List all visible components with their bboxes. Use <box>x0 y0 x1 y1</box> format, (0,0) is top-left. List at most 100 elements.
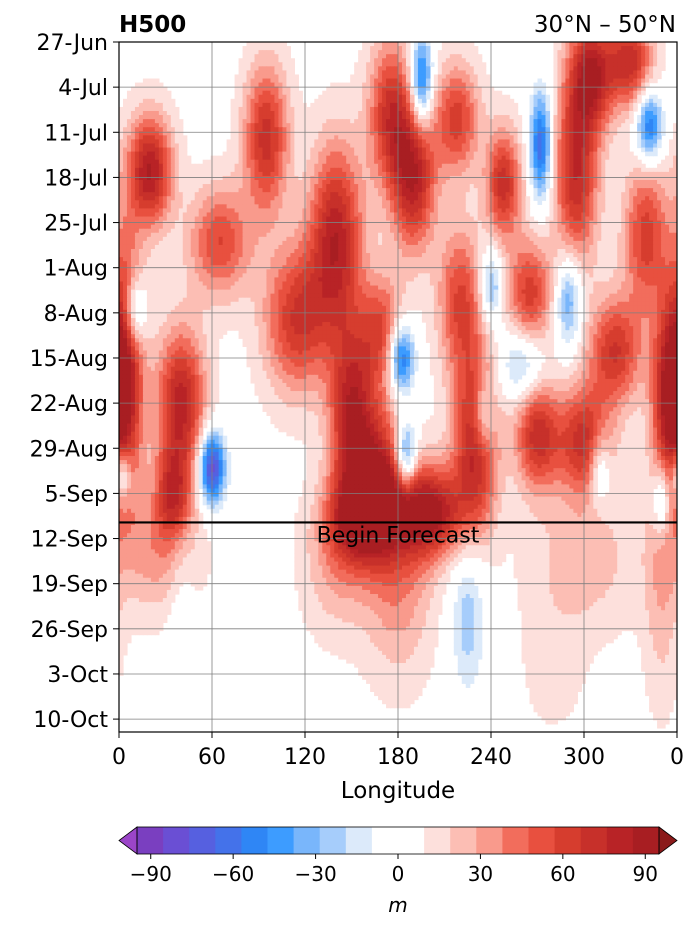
heatmap-cell <box>182 163 188 169</box>
heatmap-cell <box>310 135 315 141</box>
heatmap-cell <box>589 54 594 59</box>
heatmap-cell <box>210 184 216 189</box>
heatmap-cell <box>246 200 252 205</box>
heatmap-cell <box>445 111 451 116</box>
heatmap-cell <box>609 106 614 112</box>
heatmap-cell <box>577 46 582 51</box>
heatmap-cell <box>653 74 658 80</box>
heatmap-cell <box>637 62 642 67</box>
heatmap-cell <box>250 78 256 84</box>
heatmap-cell <box>405 131 411 136</box>
heatmap-cell <box>170 115 176 120</box>
heatmap-cell <box>270 163 276 169</box>
heatmap-cell <box>242 82 248 88</box>
heatmap-cell <box>413 62 419 67</box>
heatmap-cell <box>561 171 566 177</box>
heatmap-cell <box>326 167 331 173</box>
heatmap-cell <box>314 184 319 189</box>
heatmap-cell <box>565 192 570 197</box>
heatmap-cell <box>382 119 387 124</box>
heatmap-cell <box>326 216 331 222</box>
heatmap-cell <box>258 200 264 205</box>
heatmap-cell <box>322 151 327 157</box>
heatmap-cell <box>238 70 244 76</box>
heatmap-cell <box>394 216 399 222</box>
heatmap-cell <box>214 159 220 165</box>
heatmap-cell <box>298 200 303 205</box>
heatmap-cell <box>621 131 626 136</box>
heatmap-cell <box>441 66 447 72</box>
heatmap-cell <box>413 188 419 193</box>
heatmap-cell <box>561 159 566 165</box>
heatmap-cell <box>322 208 327 214</box>
heatmap-cell <box>374 175 379 181</box>
heatmap-cell <box>174 147 180 153</box>
heatmap-cell <box>529 151 535 157</box>
heatmap-cell <box>501 192 507 197</box>
heatmap-cell <box>465 155 471 161</box>
heatmap-cell <box>553 66 559 72</box>
heatmap-cell <box>202 204 208 210</box>
heatmap-cell <box>489 106 495 112</box>
heatmap-cell <box>330 86 335 92</box>
heatmap-cell <box>533 131 539 136</box>
heatmap-cell <box>282 82 287 88</box>
heatmap-cell <box>222 167 228 173</box>
heatmap-cell <box>405 94 411 100</box>
heatmap-cell <box>326 115 331 120</box>
heatmap-cell <box>298 94 303 100</box>
heatmap-cell <box>338 147 343 153</box>
heatmap-cell <box>613 171 618 177</box>
heatmap-cell <box>469 86 475 92</box>
heatmap-cell <box>286 159 291 165</box>
heatmap-cell <box>609 86 614 92</box>
heatmap-cell <box>330 147 335 153</box>
heatmap-cell <box>417 159 423 165</box>
heatmap-cell <box>322 115 327 120</box>
heatmap-cell <box>374 78 379 84</box>
heatmap-cell <box>322 111 327 116</box>
heatmap-cell <box>529 115 535 120</box>
heatmap-cell <box>174 131 180 136</box>
heatmap-cell <box>413 46 419 51</box>
heatmap-cell <box>541 159 547 165</box>
heatmap-cell <box>270 123 276 128</box>
heatmap-cell <box>278 212 284 218</box>
heatmap-cell <box>449 139 455 145</box>
heatmap-cell <box>437 111 443 116</box>
heatmap-cell <box>509 163 515 169</box>
heatmap-cell <box>386 66 391 72</box>
heatmap-cell <box>641 119 646 124</box>
heatmap-cell <box>461 66 467 72</box>
heatmap-cell <box>374 54 379 59</box>
heatmap-cell <box>401 155 407 161</box>
heatmap-cell <box>398 62 403 67</box>
heatmap-cell <box>669 212 674 218</box>
heatmap-cell <box>629 50 634 55</box>
heatmap-cell <box>565 139 570 145</box>
heatmap-cell <box>254 139 260 145</box>
heatmap-cell <box>501 143 507 149</box>
heatmap-cell <box>617 70 622 76</box>
heatmap-cell <box>358 188 363 193</box>
heatmap-cell <box>485 127 491 132</box>
heatmap-cell <box>314 147 319 153</box>
heatmap-cell <box>386 50 391 55</box>
heatmap-cell <box>374 143 379 149</box>
heatmap-cell <box>310 115 315 120</box>
heatmap-cell <box>505 159 511 165</box>
heatmap-cell <box>425 139 431 145</box>
heatmap-cell <box>553 196 559 201</box>
heatmap-cell <box>202 216 208 222</box>
heatmap-cell <box>577 159 582 165</box>
heatmap-cell <box>170 139 176 145</box>
heatmap-cell <box>246 78 252 84</box>
heatmap-cell <box>122 200 128 205</box>
heatmap-cell <box>314 204 319 210</box>
heatmap-cell <box>306 151 311 157</box>
heatmap-cell <box>461 208 467 214</box>
heatmap-cell <box>601 135 606 141</box>
heatmap-cell <box>609 159 614 165</box>
heatmap-cell <box>517 171 523 177</box>
heatmap-cell <box>601 163 606 169</box>
